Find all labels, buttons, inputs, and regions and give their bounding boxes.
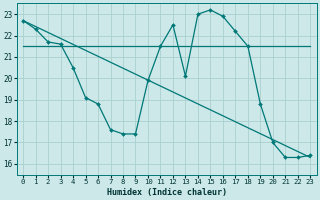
X-axis label: Humidex (Indice chaleur): Humidex (Indice chaleur) bbox=[107, 188, 227, 197]
